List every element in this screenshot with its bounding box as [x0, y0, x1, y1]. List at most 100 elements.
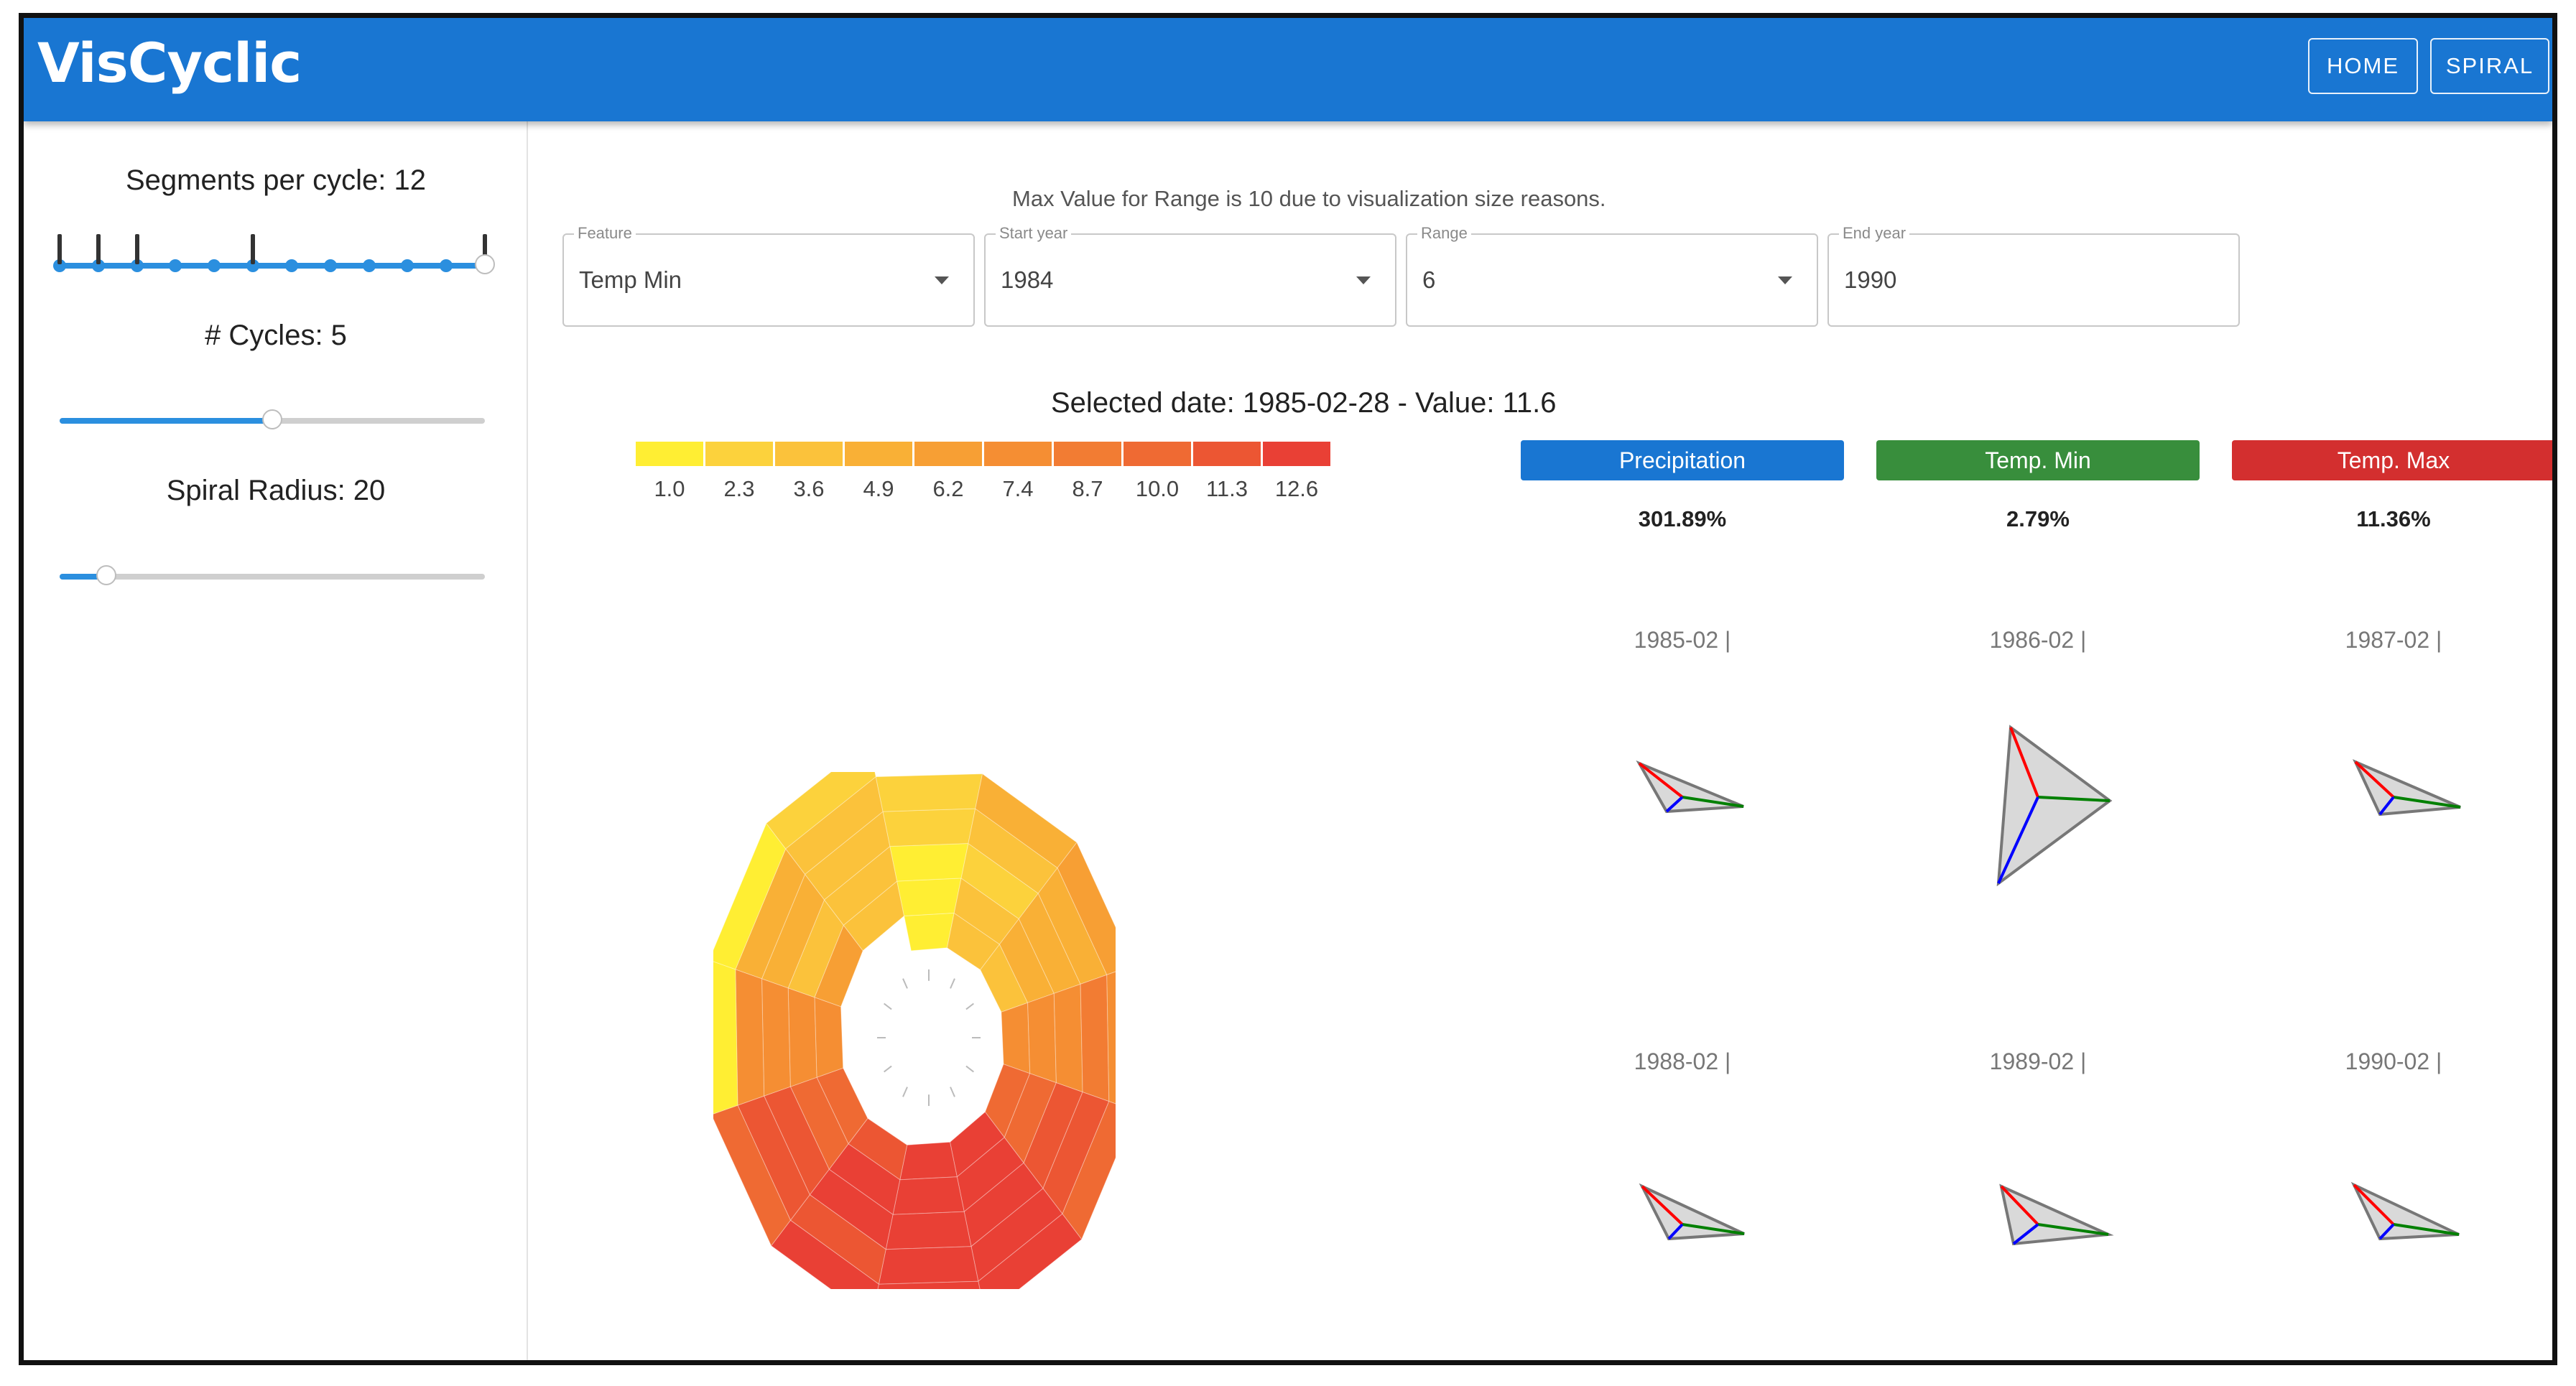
radar-glyph[interactable] [1575, 689, 1790, 905]
spiral-segment[interactable] [878, 1246, 979, 1285]
precipitation-axis [2378, 1223, 2395, 1240]
range-value: 6 [1422, 266, 1436, 293]
segments-label: Segments per cycle: 12 [126, 164, 426, 196]
range-select[interactable]: Range 6 [1406, 225, 1818, 327]
start-year-value: 1984 [1001, 266, 1054, 293]
spiral-segment[interactable] [1057, 842, 1116, 976]
start-year-label: Start year [996, 225, 1072, 242]
metric-button-precipitation[interactable]: Precipitation [1521, 440, 1844, 480]
spiral-segment[interactable] [875, 773, 983, 812]
precipitation-axis [2012, 1223, 2039, 1245]
slider-step-mark [251, 234, 256, 264]
app-title: VisCyclic [37, 31, 302, 95]
legend-tick: 2.3 [723, 476, 755, 501]
radius-slider-thumb[interactable] [96, 565, 117, 585]
temp-min-axis [2393, 1223, 2460, 1236]
temp-max-axis [2000, 1185, 2039, 1226]
feature-value: Temp Min [579, 266, 682, 293]
spiral-segment[interactable] [787, 987, 817, 1087]
spiral-segment[interactable] [882, 808, 976, 847]
end-year-field[interactable]: End year 1990 [1827, 225, 2240, 327]
spiral-segment[interactable] [766, 772, 876, 850]
spiral-segment[interactable] [735, 969, 765, 1106]
spiral-segment[interactable] [889, 842, 969, 882]
spiral-segment[interactable] [1001, 1002, 1031, 1074]
radar-glyph[interactable] [1930, 1117, 2146, 1332]
metric-value: 11.36% [2356, 506, 2431, 531]
slider-step-dot [246, 259, 260, 272]
spiral-segment[interactable] [896, 878, 962, 916]
chevron-down-icon [1356, 276, 1371, 284]
controls-sidebar: Segments per cycle: 12 # Cycles: 5 Spira… [24, 121, 528, 1360]
segments-slider[interactable] [53, 234, 495, 274]
spiral-center-tick [965, 1065, 974, 1073]
radar-glyph[interactable] [1930, 689, 2146, 905]
slider-step-dot [284, 259, 298, 272]
spiral-segment[interactable] [713, 1104, 791, 1247]
app-window: VisCyclic HOME SPIRAL Segments per cycle… [19, 13, 2557, 1365]
slider-step-mark [483, 234, 487, 264]
spiral-segment[interactable] [978, 1213, 1083, 1289]
legend-tick: 3.6 [793, 476, 825, 501]
temp-min-axis [2037, 796, 2111, 802]
glyph-polygon [1639, 1183, 1745, 1241]
legend-swatch [984, 442, 1052, 466]
slider-step-mark [57, 234, 62, 264]
slider-step-dot [323, 259, 337, 272]
app-bar: VisCyclic HOME SPIRAL [24, 18, 2552, 121]
legend-tick: 4.9 [863, 476, 894, 501]
chevron-down-icon [935, 276, 949, 284]
glyph-polygon [1636, 760, 1744, 814]
spiral-center-tick [902, 1087, 908, 1097]
spiral-segment[interactable] [899, 1141, 958, 1181]
spiral-segment[interactable] [1106, 965, 1116, 1110]
spiral-segment[interactable] [872, 1280, 986, 1289]
spiral-segment[interactable] [1053, 983, 1083, 1093]
spiral-segment[interactable] [1080, 974, 1110, 1102]
slider-step-dot [440, 259, 453, 272]
temp-max-axis [2354, 761, 2395, 799]
precipitation-axis [2378, 796, 2395, 816]
glyph-date-label: 1986-02 | [1989, 627, 2087, 653]
precipitation-axis [1997, 796, 2039, 884]
radar-glyph[interactable] [2286, 689, 2501, 905]
cycles-slider[interactable] [60, 409, 485, 429]
spiral-segment[interactable] [1027, 992, 1057, 1084]
radar-glyph[interactable] [1575, 1117, 1790, 1332]
spiral-segment[interactable] [903, 912, 955, 952]
legend-swatch [705, 442, 773, 466]
range-note: Max Value for Range is 10 due to visuali… [1012, 186, 1606, 211]
selected-info: Selected date: 1985-02-28 - Value: 11.6 [1051, 387, 1557, 419]
home-button[interactable]: HOME [2308, 38, 2418, 94]
spiral-segment[interactable] [761, 978, 791, 1097]
glyph-date-label: 1990-02 | [2345, 1048, 2442, 1074]
spiral-segment[interactable] [713, 960, 738, 1115]
segments-slider-thumb[interactable] [475, 254, 495, 274]
legend-tick: 6.2 [932, 476, 964, 501]
radar-glyph[interactable] [2286, 1117, 2501, 1332]
spiral-segment[interactable] [814, 996, 844, 1078]
metric-button-temp-min[interactable]: Temp. Min [1876, 440, 2200, 480]
spiral-button[interactable]: SPIRAL [2430, 38, 2549, 94]
cycles-slider-thumb[interactable] [262, 409, 282, 429]
glyph-polygon [2352, 759, 2461, 817]
feature-select[interactable]: Feature Temp Min [562, 225, 975, 327]
radius-slider-fill [60, 574, 107, 580]
precipitation-axis [1667, 1223, 1684, 1240]
spiral-segment[interactable] [885, 1211, 972, 1250]
spiral-segment[interactable] [892, 1176, 965, 1215]
slider-step-dot [401, 259, 414, 272]
legend-swatch [636, 442, 703, 466]
radius-slider[interactable] [60, 565, 485, 585]
temp-max-axis [1638, 762, 1684, 799]
cycles-label: # Cycles: 5 [205, 320, 347, 351]
spiral-heatmap[interactable] [713, 772, 1116, 1289]
spiral-center-tick [950, 978, 955, 989]
start-year-select[interactable]: Start year 1984 [984, 225, 1396, 327]
metric-button-temp-max[interactable]: Temp. Max [2232, 440, 2552, 480]
temp-min-axis [2393, 796, 2461, 809]
temp-max-axis [2353, 1183, 2395, 1226]
slider-step-mark [134, 234, 139, 264]
spiral-center-tick [965, 1003, 974, 1010]
legend-tick: 1.0 [654, 476, 685, 501]
